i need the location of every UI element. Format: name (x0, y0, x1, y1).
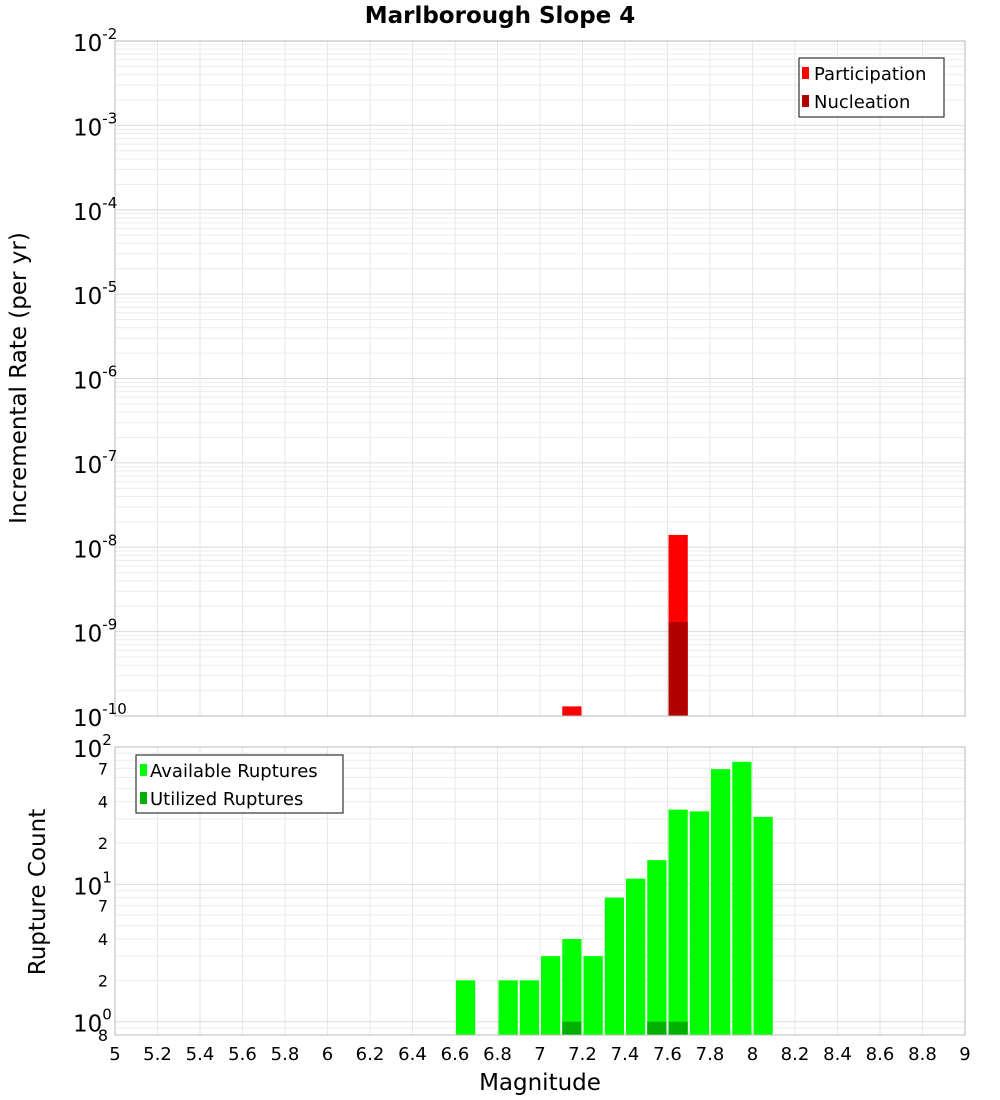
x-tick-label: 8.8 (908, 1044, 937, 1065)
legend-label-participation: Participation (814, 64, 926, 85)
bottom-y-axis-label: Rupture Count (25, 809, 51, 975)
top-y-tick-label: 10-7 (73, 447, 117, 479)
bottom-y-major-label: 102 (73, 731, 112, 763)
x-tick-label: 8 (747, 1044, 758, 1065)
bottom-y-minor-label: 2 (98, 971, 108, 990)
x-tick-label: 7 (534, 1044, 545, 1065)
bar-available-ruptures (711, 769, 731, 1035)
legend-label-available: Available Ruptures (150, 761, 318, 782)
bottom-y-minor-label: 4 (98, 930, 108, 949)
x-tick-label: 5.6 (228, 1044, 257, 1065)
x-tick-label: 5.4 (186, 1044, 215, 1065)
bar-utilized-ruptures (562, 1021, 582, 1035)
bar-nucleation (668, 622, 688, 716)
bar-available-ruptures (583, 956, 603, 1035)
top-y-tick-label: 10-4 (73, 194, 117, 226)
bottom-bars (456, 761, 773, 1035)
top-y-tick-label: 10-6 (73, 363, 117, 395)
x-tick-label: 6.4 (398, 1044, 427, 1065)
bottom-y-minor-label: 7 (98, 759, 108, 778)
x-tick-label: 5 (109, 1044, 120, 1065)
top-y-tick-label: 10-3 (73, 109, 117, 141)
top-gridlines (114, 40, 966, 717)
bar-participation (562, 706, 582, 716)
x-tick-label: 7.4 (611, 1044, 640, 1065)
bar-available-ruptures (541, 956, 561, 1035)
bottom-y-minor-label: 7 (98, 897, 108, 916)
top-legend-box (798, 57, 945, 118)
bar-utilized-ruptures (668, 1021, 688, 1035)
legend-swatch-nucleation (802, 95, 809, 107)
bar-available-ruptures (519, 980, 539, 1035)
x-axis-label: Magnitude (479, 1070, 601, 1096)
bottom-y-major-label: 101 (73, 868, 112, 900)
top-bars (562, 534, 688, 716)
top-y-tick-label: 10-9 (73, 616, 117, 648)
legend-label-utilized: Utilized Ruptures (150, 789, 303, 810)
bar-available-ruptures (626, 878, 646, 1035)
x-tick-label: 7.8 (696, 1044, 725, 1065)
bottom-plot-border (114, 746, 966, 1036)
bar-available-ruptures (732, 761, 752, 1035)
bottom-legend: Available Ruptures Utilized Ruptures (135, 754, 344, 814)
x-tick-label: 8.2 (781, 1044, 810, 1065)
bottom-y-minor-label: 2 (98, 834, 108, 853)
x-tick-label: 6 (322, 1044, 333, 1065)
bottom-legend-box (135, 754, 344, 814)
bar-available-ruptures (753, 816, 773, 1035)
x-tick-label: 6.6 (441, 1044, 470, 1065)
legend-swatch-utilized (140, 792, 147, 804)
top-y-axis-label: Incremental Rate (per yr) (6, 232, 32, 524)
bar-available-ruptures (689, 811, 709, 1035)
x-tick-label: 7.2 (568, 1044, 597, 1065)
top-plot-border (114, 40, 966, 717)
top-legend: Participation Nucleation (798, 57, 945, 118)
bar-available-ruptures (647, 860, 667, 1035)
top-plot: 10-10 10-9 10-8 10-7 10-6 10-5 10-4 10-3 10-2 In… (6, 25, 966, 732)
legend-swatch-participation (802, 67, 809, 79)
x-tick-label: 8.6 (866, 1044, 895, 1065)
bottom-y-minor-label: 8 (98, 1026, 108, 1045)
x-tick-label: 8.4 (823, 1044, 852, 1065)
bar-available-ruptures (668, 809, 688, 1035)
x-tick-label: 7.6 (653, 1044, 682, 1065)
legend-swatch-available (140, 764, 147, 776)
chart-title: Marlborough Slope 4 (365, 3, 636, 29)
bar-available-ruptures (562, 939, 582, 1035)
x-tick-label: 5.2 (143, 1044, 172, 1065)
bar-available-ruptures (456, 980, 476, 1035)
top-y-tick-label: 10-2 (73, 25, 117, 57)
top-y-tick-label: 10-10 (73, 700, 127, 732)
x-tick-label: 9 (959, 1044, 970, 1065)
bar-utilized-ruptures (647, 1021, 667, 1035)
x-tick-label: 6.2 (356, 1044, 385, 1065)
x-tick-labels: 5 5.2 5.4 5.6 5.8 6 6.2 6.4 6.6 6.8 7 7.2 7.4 7.6 7.8 8… (109, 1044, 970, 1065)
x-tick-label: 5.8 (271, 1044, 300, 1065)
top-y-tick-label: 10-5 (73, 278, 117, 310)
legend-label-nucleation: Nucleation (814, 92, 910, 113)
x-tick-label: 6.8 (483, 1044, 512, 1065)
bottom-y-minor-label: 4 (98, 793, 108, 812)
top-y-tick-label: 10-8 (73, 531, 117, 563)
bar-available-ruptures (498, 980, 518, 1035)
bar-available-ruptures (604, 897, 624, 1035)
